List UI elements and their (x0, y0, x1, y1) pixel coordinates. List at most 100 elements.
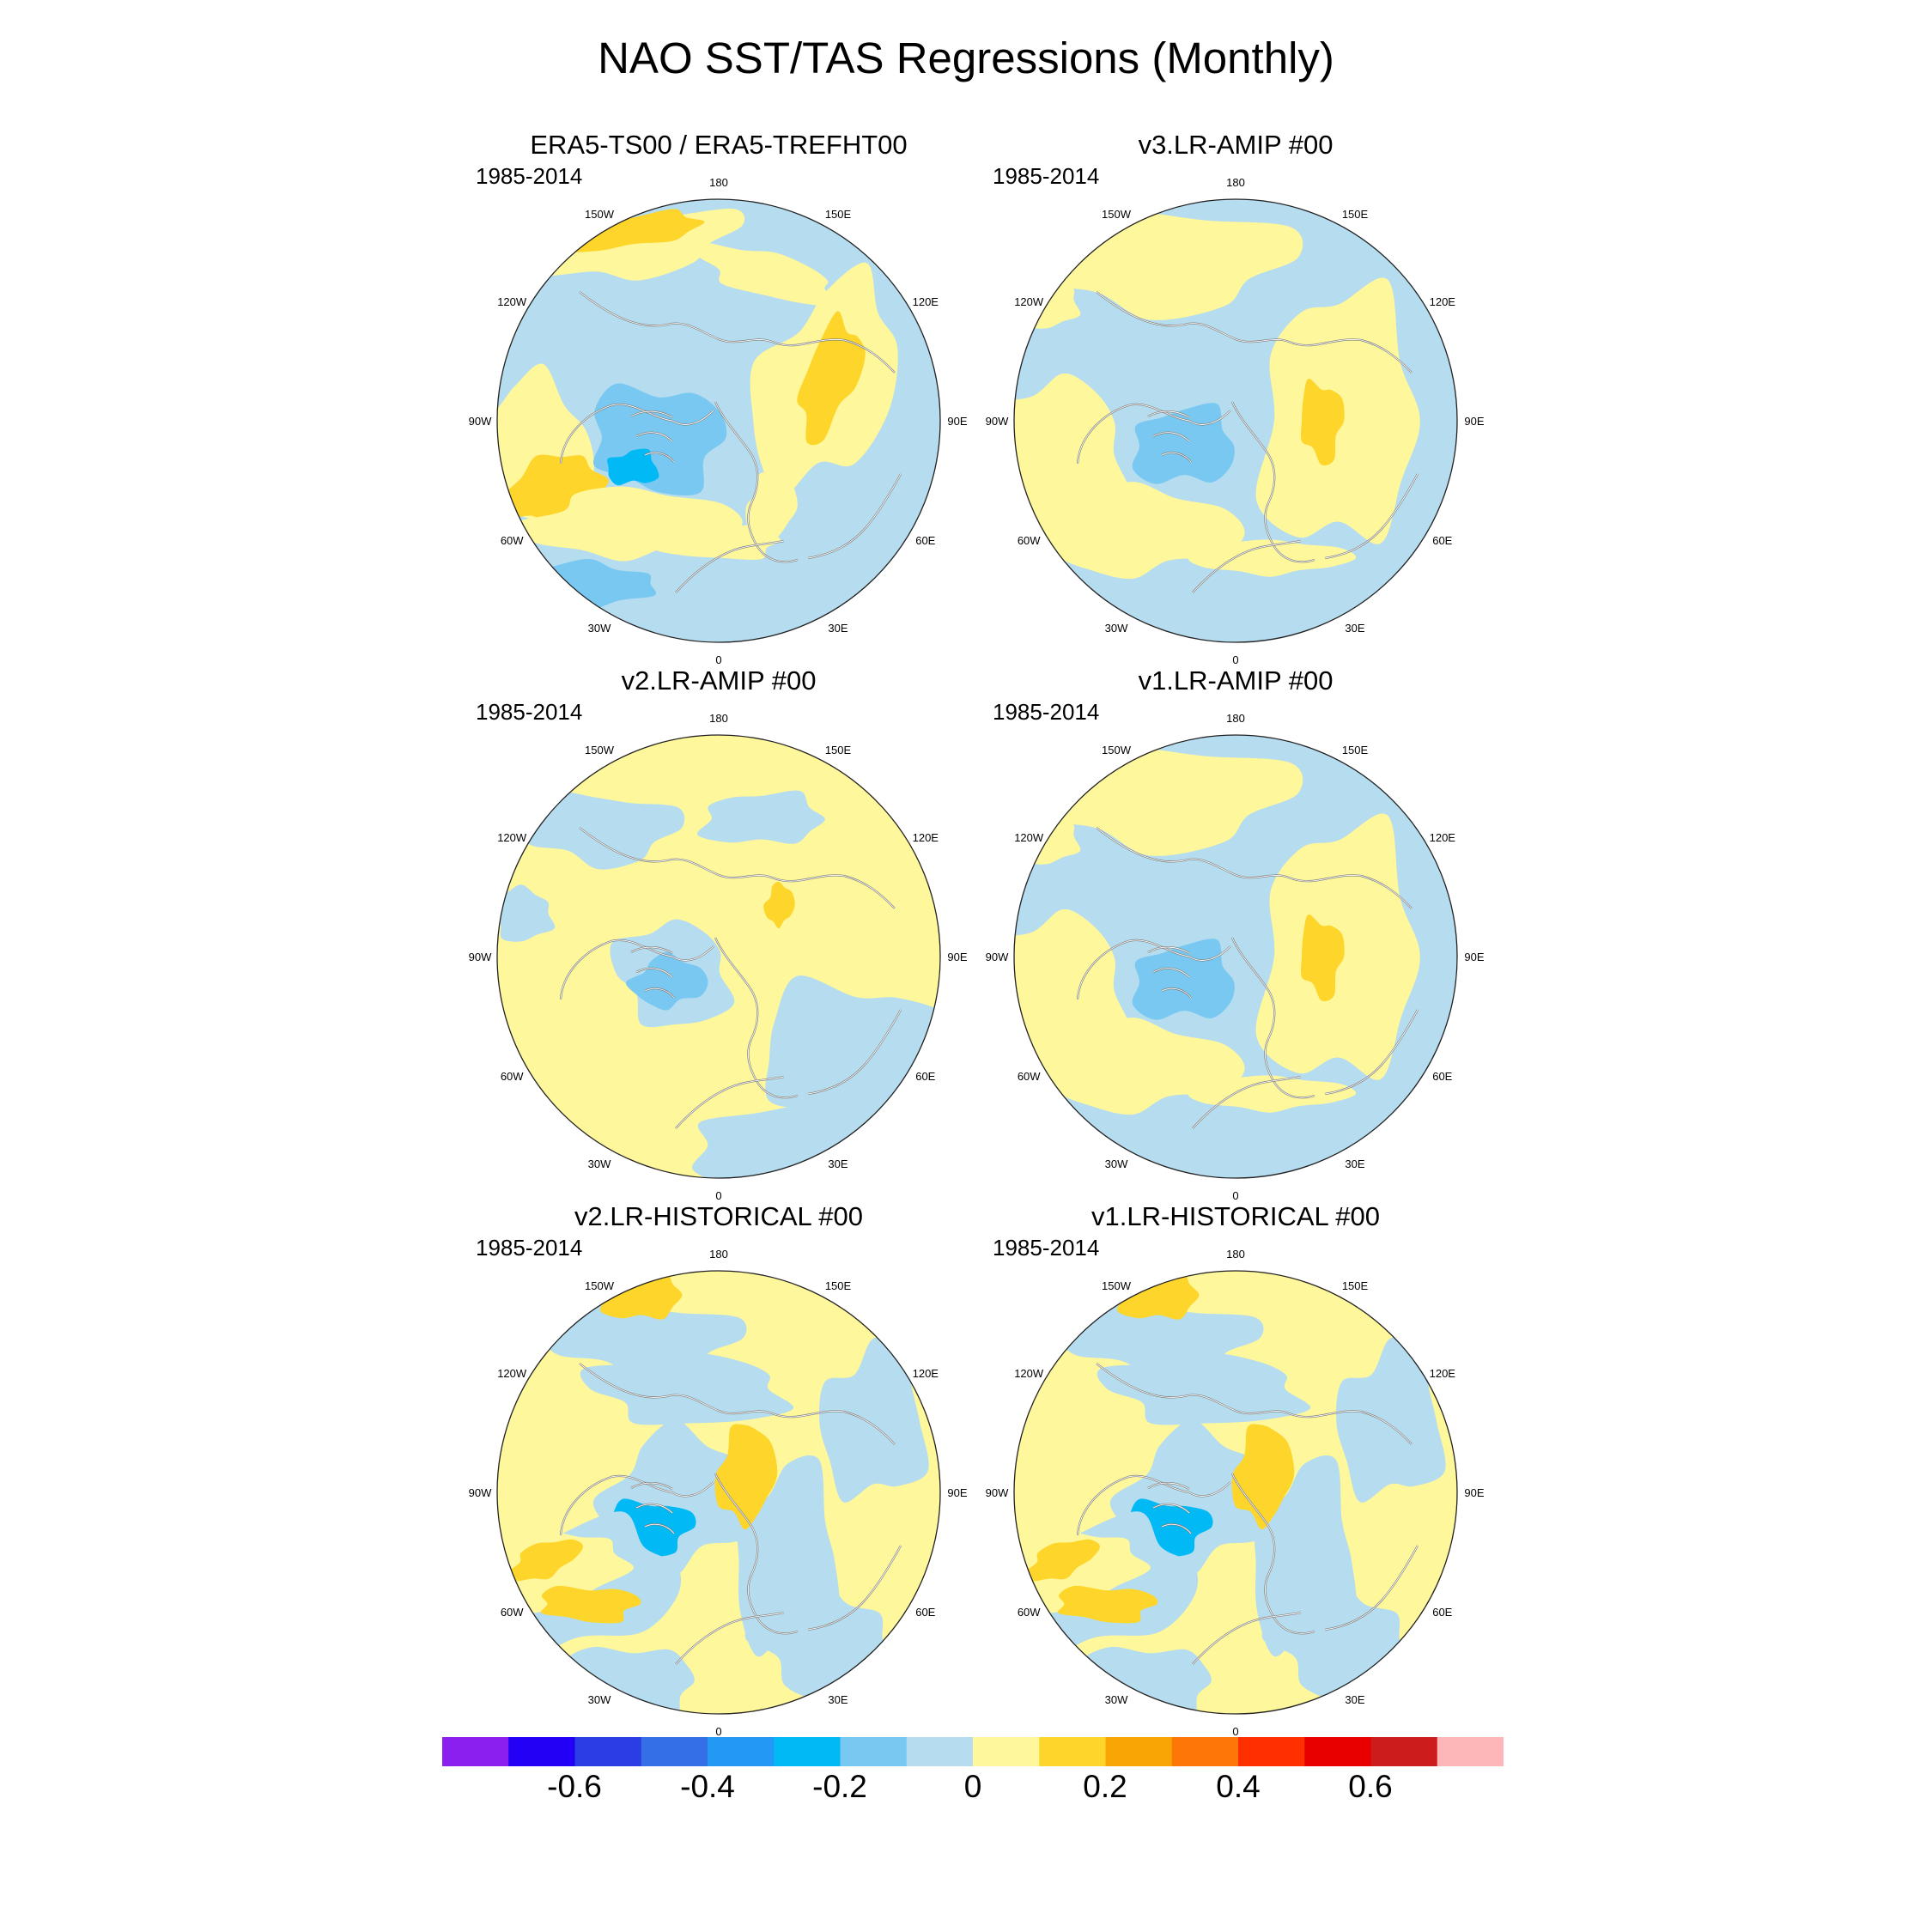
panel-period: 1985-2014 (476, 163, 583, 189)
regression-contour (1081, 1646, 1212, 1714)
map-shading (497, 735, 940, 1178)
coastline (560, 404, 714, 465)
colorbar-label: 0.4 (1216, 1769, 1261, 1804)
polar-map: 180 150E 120E 90E 60E 30E 0 30W 60W 90W 120W 150W (469, 712, 968, 1202)
longitude-label: 0 (715, 653, 721, 666)
colorbar-swatch (508, 1737, 576, 1766)
map-panel-1: ERA5-TS00 / ERA5-TREFHT00 1985-2014 180 1… (461, 130, 976, 678)
longitude-label: 30E (828, 1157, 848, 1170)
map-border (496, 198, 941, 643)
longitude-label: 30E (828, 622, 848, 635)
coastline (1077, 404, 1231, 465)
longitude-label: 90W (986, 1486, 1009, 1499)
longitude-label: 150W (1102, 744, 1132, 756)
regression-contour (1018, 482, 1245, 580)
longitude-label: 0 (1232, 653, 1238, 666)
panel-title: v1.LR-HISTORICAL #00 (1091, 1201, 1380, 1231)
longitude-label: 120E (913, 1367, 939, 1380)
longitude-label: 120W (1014, 1367, 1044, 1380)
longitude-label: 90W (469, 415, 492, 428)
longitude-label: 60E (915, 534, 935, 547)
colorbar-swatch (840, 1737, 908, 1766)
longitude-label: 0 (1232, 1725, 1238, 1738)
longitude-label: 0 (715, 1725, 721, 1738)
longitude-label: 60W (1018, 1070, 1041, 1083)
regression-contour (1021, 1539, 1101, 1582)
longitude-label: 150W (585, 744, 615, 756)
coastline (714, 401, 799, 562)
longitude-label: 150E (1342, 208, 1369, 221)
longitude-label: 120E (1430, 1367, 1456, 1380)
longitude-label: 90E (947, 1486, 967, 1499)
colorbar-swatch (641, 1737, 708, 1766)
coastline (1324, 1545, 1419, 1631)
map-shading (497, 1271, 940, 1714)
polar-map: 180 150E 120E 90E 60E 30E 0 30W 60W 90W 120W 150W (986, 1248, 1485, 1738)
longitude-label: 150W (1102, 208, 1132, 221)
coastline (630, 946, 675, 999)
longitude-label: 60W (1018, 534, 1041, 547)
colorbar-label: 0.6 (1348, 1769, 1393, 1804)
panel-period: 1985-2014 (476, 1235, 583, 1261)
coastlines (1076, 827, 1419, 1129)
map-border (496, 1270, 941, 1715)
longitude-label: 120E (913, 831, 939, 844)
longitude-label: 90E (947, 415, 967, 428)
regression-contour (1018, 1018, 1245, 1115)
map-shading (1014, 1271, 1457, 1714)
regression-contour (1300, 379, 1345, 466)
coastline (1147, 946, 1192, 999)
longitude-label: 30E (1345, 1157, 1364, 1170)
map-border (1013, 198, 1458, 643)
longitude-label: 150E (1342, 744, 1369, 756)
longitude-label: 60W (501, 1070, 524, 1083)
regression-contour (599, 1271, 683, 1320)
colorbar-swatch (1105, 1737, 1173, 1766)
polar-map: 180 150E 120E 90E 60E 30E 0 30W 60W 90W 120W 150W (469, 176, 968, 666)
longitude-label: 60E (1432, 534, 1452, 547)
regression-contour (1116, 1271, 1200, 1320)
coastline (560, 1475, 714, 1536)
coastline (630, 1482, 675, 1534)
coastline (675, 1076, 785, 1129)
longitude-label: 120W (1014, 831, 1044, 844)
longitude-label: 120W (497, 295, 527, 308)
map-shading (1014, 199, 1457, 642)
regression-contour (714, 1424, 778, 1530)
coastline (630, 410, 675, 463)
regression-contour (696, 790, 825, 844)
longitude-label: 30W (588, 1157, 611, 1170)
coastline (807, 1009, 902, 1095)
coastline (807, 473, 902, 559)
coastline (560, 939, 714, 1000)
regression-contour (797, 311, 866, 446)
longitude-label: 180 (709, 712, 728, 725)
longitude-label: 150E (825, 1279, 852, 1292)
longitude-label: 120W (1014, 295, 1044, 308)
panel-title: v2.LR-AMIP #00 (621, 665, 817, 696)
coastline (714, 937, 799, 1098)
longitude-label: 90W (469, 1486, 492, 1499)
panel-title: v3.LR-AMIP #00 (1138, 130, 1334, 160)
longitude-label: 60W (501, 1606, 524, 1619)
coastline (1192, 1612, 1302, 1665)
coastline (675, 540, 785, 593)
colorbar-swatch (442, 1737, 509, 1766)
colorbar-swatch (574, 1737, 642, 1766)
longitude-label: 90E (1464, 951, 1484, 963)
longitude-label: 60E (915, 1606, 935, 1619)
map-panel-6: v1.LR-HISTORICAL #00 1985-2014 180 150E 12… (978, 1201, 1493, 1750)
coastline (714, 1473, 799, 1634)
colorbar-label: -0.4 (680, 1769, 735, 1804)
longitude-label: 150W (585, 1279, 615, 1292)
coastlines (1076, 1363, 1419, 1665)
longitude-label: 90E (1464, 1486, 1484, 1499)
regression-contour (580, 1352, 794, 1425)
longitude-label: 150E (1342, 1279, 1369, 1292)
longitude-label: 180 (1226, 712, 1245, 725)
regression-contour (649, 523, 781, 560)
coastline (1077, 939, 1231, 1000)
colorbar-swatch (906, 1737, 974, 1766)
longitude-label: 60W (501, 534, 524, 547)
panel-title: v1.LR-AMIP #00 (1138, 665, 1334, 696)
